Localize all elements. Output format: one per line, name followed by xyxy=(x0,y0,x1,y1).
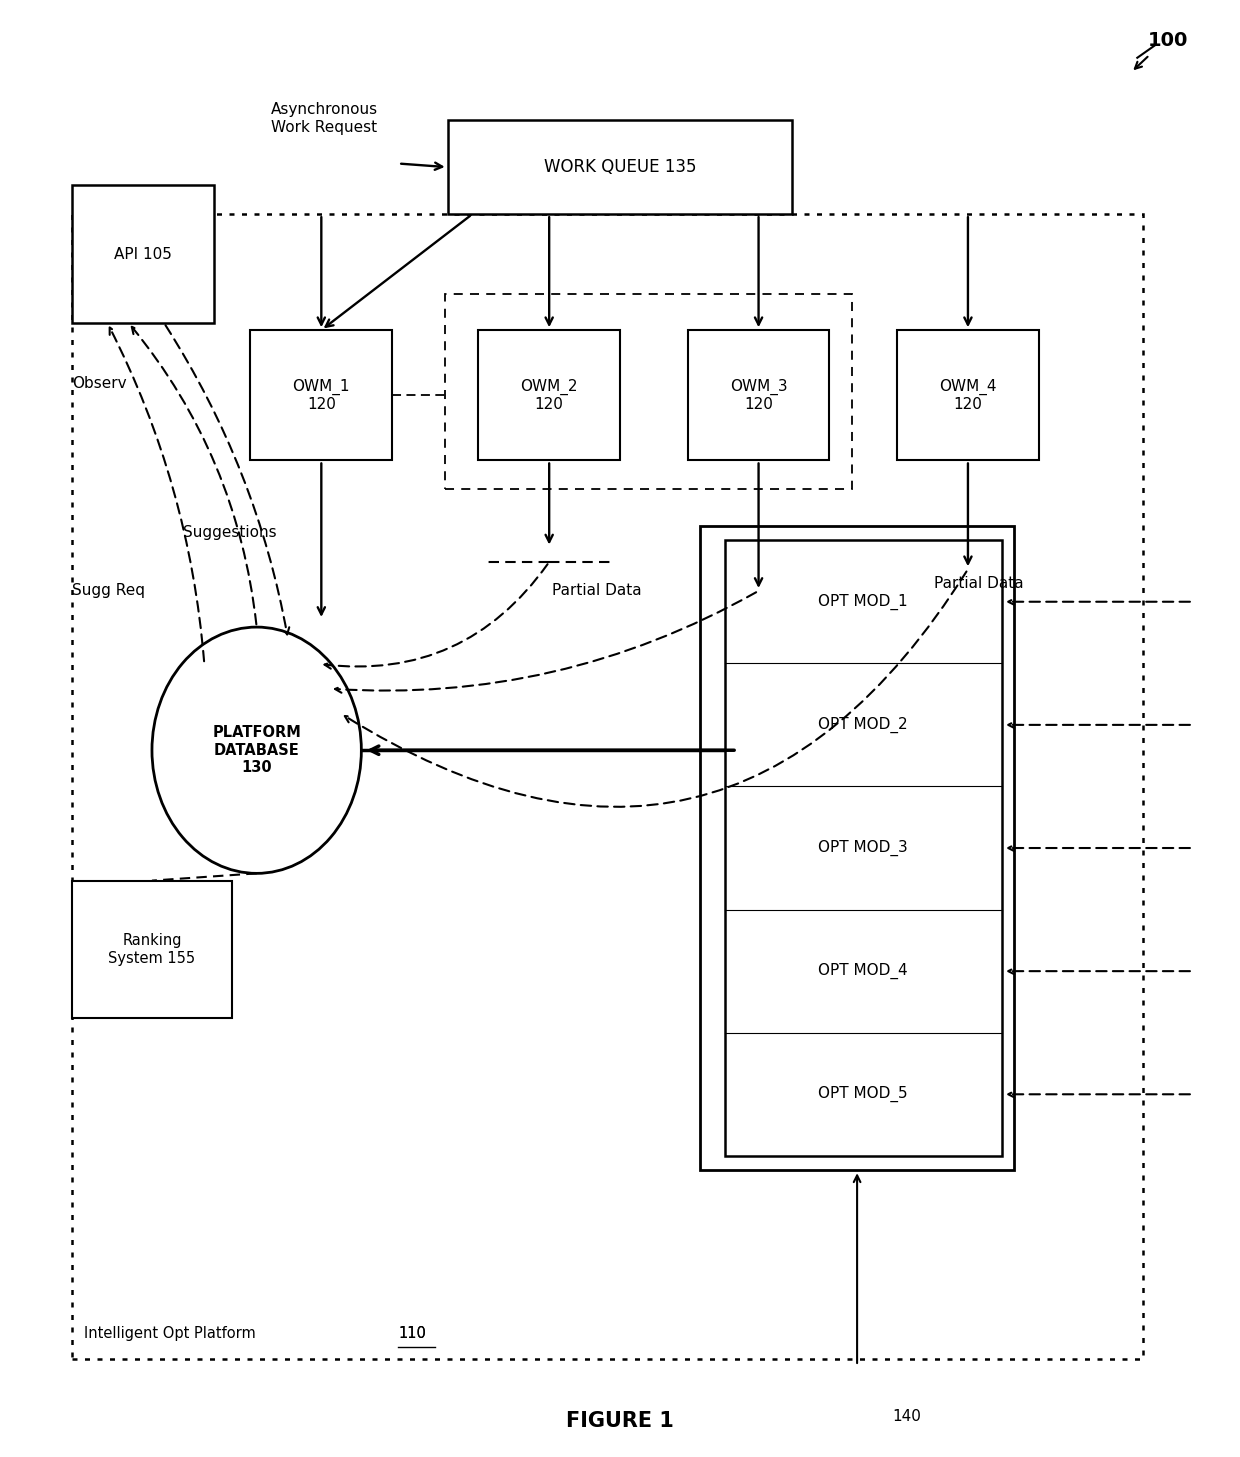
Text: PLATFORM
DATABASE
130: PLATFORM DATABASE 130 xyxy=(212,726,301,775)
FancyArrowPatch shape xyxy=(131,326,257,625)
Bar xyxy=(72,880,232,1018)
FancyArrowPatch shape xyxy=(371,746,734,755)
FancyArrowPatch shape xyxy=(401,163,443,170)
Bar xyxy=(724,541,1002,1155)
Text: API 105: API 105 xyxy=(114,246,171,262)
FancyArrowPatch shape xyxy=(854,1176,861,1364)
Bar xyxy=(72,185,213,323)
Text: Ranking
System 155: Ranking System 155 xyxy=(108,934,196,966)
Text: 110: 110 xyxy=(398,1326,427,1342)
Text: Intelligent Opt Platform: Intelligent Opt Platform xyxy=(84,1326,260,1342)
Text: OPT MOD_3: OPT MOD_3 xyxy=(818,839,908,857)
FancyArrowPatch shape xyxy=(326,216,470,326)
FancyArrowPatch shape xyxy=(755,463,763,586)
Text: Partial Data: Partial Data xyxy=(934,576,1024,592)
Text: OWM_1
120: OWM_1 120 xyxy=(293,379,350,412)
FancyArrowPatch shape xyxy=(965,463,972,564)
Text: Suggestions: Suggestions xyxy=(182,526,277,541)
Text: OWM_4
120: OWM_4 120 xyxy=(939,379,997,412)
Text: Observ: Observ xyxy=(72,376,126,392)
Text: FIGURE 1: FIGURE 1 xyxy=(567,1410,673,1431)
Text: OPT MOD_1: OPT MOD_1 xyxy=(818,593,908,610)
FancyArrowPatch shape xyxy=(325,564,548,669)
FancyArrowPatch shape xyxy=(165,325,289,634)
FancyArrowPatch shape xyxy=(1008,967,1190,975)
FancyArrowPatch shape xyxy=(965,217,972,325)
Text: OPT MOD_4: OPT MOD_4 xyxy=(818,963,908,979)
Bar xyxy=(688,331,830,460)
Bar xyxy=(701,526,1014,1170)
Text: 100: 100 xyxy=(1148,31,1188,50)
FancyArrowPatch shape xyxy=(546,217,553,325)
FancyArrowPatch shape xyxy=(1008,1091,1190,1097)
Text: OPT MOD_5: OPT MOD_5 xyxy=(818,1085,908,1103)
FancyArrowPatch shape xyxy=(1008,845,1190,851)
FancyArrowPatch shape xyxy=(335,592,756,692)
FancyArrowPatch shape xyxy=(546,463,553,542)
FancyArrowPatch shape xyxy=(755,217,763,325)
Bar xyxy=(479,331,620,460)
Text: Asynchronous
Work Request: Asynchronous Work Request xyxy=(270,102,378,134)
Bar xyxy=(448,119,792,214)
FancyArrowPatch shape xyxy=(109,328,205,661)
FancyArrowPatch shape xyxy=(1008,721,1190,728)
FancyArrowPatch shape xyxy=(1008,599,1190,605)
Text: 110: 110 xyxy=(398,1326,427,1342)
Text: 140: 140 xyxy=(892,1409,921,1425)
Bar xyxy=(72,214,1143,1359)
Text: OWM_3
120: OWM_3 120 xyxy=(730,379,787,412)
Bar xyxy=(250,331,392,460)
Bar xyxy=(897,331,1039,460)
FancyArrowPatch shape xyxy=(345,571,966,807)
Bar xyxy=(445,294,852,490)
FancyArrowPatch shape xyxy=(317,217,325,325)
Text: WORK QUEUE 135: WORK QUEUE 135 xyxy=(544,159,696,176)
Circle shape xyxy=(153,627,361,873)
FancyArrowPatch shape xyxy=(317,463,325,615)
Text: Sugg Req: Sugg Req xyxy=(72,583,145,599)
Text: Partial Data: Partial Data xyxy=(552,583,642,599)
Text: OPT MOD_2: OPT MOD_2 xyxy=(818,717,908,733)
Text: OWM_2
120: OWM_2 120 xyxy=(521,379,578,412)
